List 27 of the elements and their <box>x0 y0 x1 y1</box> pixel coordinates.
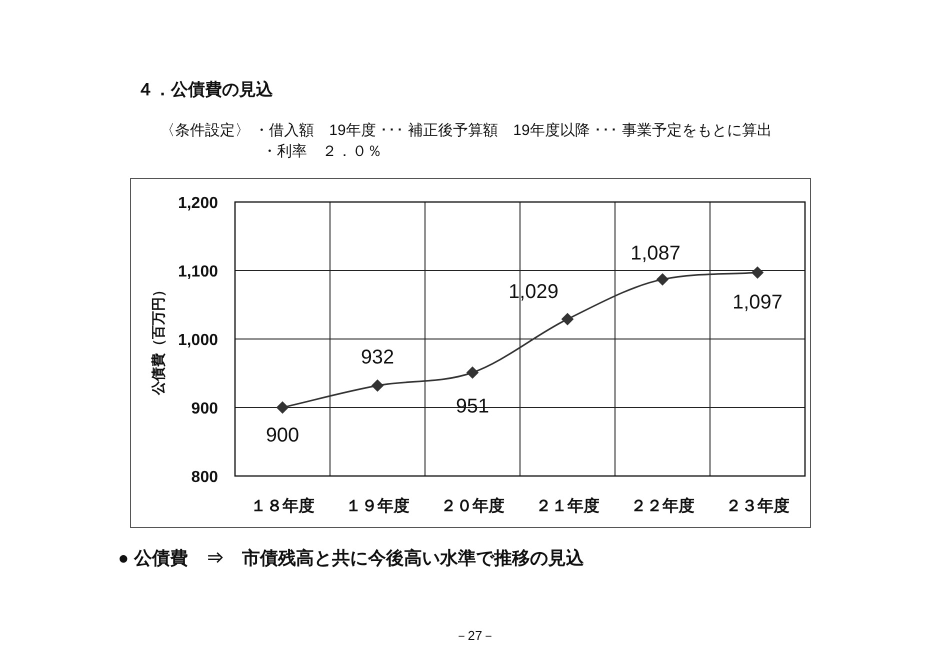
data-label: 1,087 <box>630 242 681 264</box>
point <box>372 380 384 392</box>
x-tick-label: １９年度 <box>346 496 410 515</box>
text: ・利率 ２．０％ <box>262 143 382 160</box>
x-tick-label: ２２年度 <box>630 496 694 515</box>
point <box>562 313 574 326</box>
x-tick-label: ２１年度 <box>536 496 600 515</box>
data-label: 1,097 <box>732 292 783 314</box>
text: ● 公債費 ⇒ 市債残高と共に今後高い水準で推移の見込 <box>118 548 585 568</box>
text: －27－ <box>454 628 496 643</box>
y-tick-label: 1,000 <box>178 332 218 349</box>
chart-subtitle: 〈条件設定〉 ・借入額 19年度 ･･･ 補正後予算額 19年度以降 ･･･ 事業予定をもとに算出 <box>160 122 772 139</box>
x-tick-label: ２３年度 <box>726 496 790 515</box>
chart-title: ４．公債費の見込 <box>137 80 274 99</box>
point <box>466 366 478 379</box>
x-tick-label: ２０年度 <box>440 496 504 515</box>
point <box>752 266 764 279</box>
point <box>656 273 668 286</box>
data-label: 900 <box>266 424 300 446</box>
x-tick-label: １８年度 <box>250 496 314 515</box>
y-axis-title: 公債費（百万円） <box>150 283 166 396</box>
y-tick-label: 900 <box>191 400 218 418</box>
data-label: 932 <box>360 346 394 369</box>
y-tick-label: 800 <box>191 469 218 486</box>
y-tick-label: 1,200 <box>178 195 218 212</box>
point <box>276 402 288 414</box>
y-tick-label: 1,100 <box>178 264 218 280</box>
